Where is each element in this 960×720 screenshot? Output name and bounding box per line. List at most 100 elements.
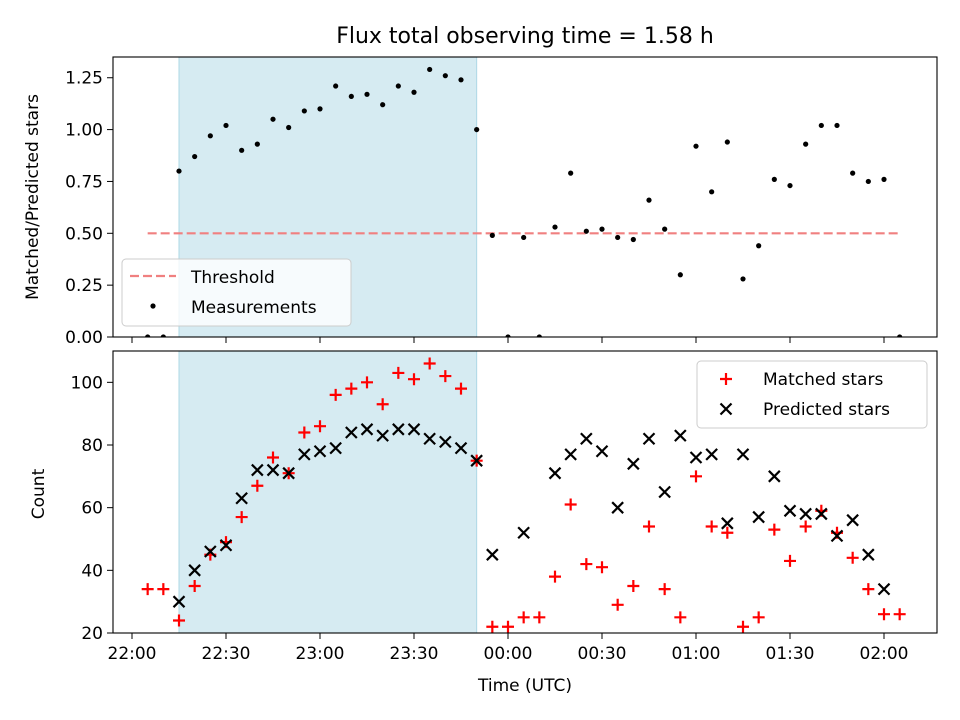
observing-window-shade [178, 350, 478, 634]
matched-stars-point [298, 426, 311, 439]
predicted-stars-point [439, 435, 452, 449]
bottom-legend: Matched stars Predicted stars [696, 360, 928, 429]
x-tick-label: 01:00 [672, 644, 721, 664]
measurement-point [630, 236, 636, 243]
top-legend: Threshold Measurements [121, 258, 352, 327]
y-tick-label: 1.00 [65, 121, 103, 141]
predicted-stars-point [736, 448, 750, 461]
predicted-stars-point [611, 501, 624, 514]
matched-stars-point [376, 398, 389, 411]
matched-stars-point [878, 608, 890, 621]
legend-box [121, 258, 352, 327]
predicted-stars-point [360, 423, 374, 436]
x-tick-label: 02:00 [860, 644, 909, 664]
measurement-point [442, 73, 448, 79]
y-tick-label: 100 [71, 373, 103, 393]
predicted-stars-point [830, 529, 844, 543]
matched-stars-point [517, 611, 530, 624]
predicted-stars-point [204, 545, 217, 558]
legend-threshold-label: Threshold [190, 268, 275, 288]
measurement-point [850, 170, 856, 176]
predicted-stars-point [392, 423, 405, 436]
matched-stars-point [188, 580, 201, 592]
x-tick-label: 22:00 [108, 644, 157, 664]
matched-stars-point [251, 479, 264, 492]
matched-stars-point [345, 382, 358, 395]
x-tick-label: 01:30 [766, 644, 815, 664]
measurement-point [427, 66, 433, 73]
matched-stars-point [846, 551, 859, 564]
measurement-point [505, 334, 511, 337]
measurement-point [348, 93, 354, 100]
x-tick-label: 23:00 [296, 644, 345, 664]
matched-stars-point [361, 376, 373, 389]
measurement-point [474, 126, 480, 133]
y-tick-label: 0.25 [65, 276, 103, 296]
matched-stars-point [643, 520, 655, 533]
x-axis-label: Time (UTC) [477, 676, 572, 696]
matched-stars-point [596, 561, 608, 574]
measurement-point [615, 234, 621, 241]
measurement-point [599, 226, 605, 232]
legend-matched-swatch [720, 373, 732, 385]
measurement-point [145, 334, 151, 337]
measurement-point [411, 89, 417, 95]
measurement-point [270, 116, 276, 122]
predicted-stars-point [486, 548, 499, 561]
predicted-stars-point [846, 513, 859, 527]
measurement-point [693, 143, 699, 149]
measurement-point [223, 122, 229, 129]
legend-predicted-swatch [719, 402, 733, 416]
matched-stars-point [486, 620, 499, 633]
legend-measurements-label: Measurements [191, 298, 317, 318]
predicted-stars-point [219, 538, 233, 552]
series-predicted-stars [172, 423, 891, 608]
series-measurements [145, 66, 903, 337]
matched-stars-point [314, 420, 326, 433]
predicted-stars-point [564, 448, 577, 461]
predicted-stars-point [172, 595, 186, 608]
measurement-point [536, 334, 542, 337]
measurement-point [176, 168, 182, 174]
matched-stars-point [141, 583, 154, 596]
predicted-stars-point [815, 507, 828, 521]
predicted-stars-point [345, 426, 358, 439]
predicted-stars-point [642, 432, 656, 446]
predicted-stars-point [752, 510, 765, 524]
matched-stars-point [799, 520, 812, 533]
measurement-point [897, 334, 903, 337]
predicted-stars-point [251, 463, 264, 477]
measurement-point [489, 232, 495, 238]
bottom-plot-area [141, 357, 906, 633]
measurement-point [865, 178, 871, 185]
measurement-point [834, 122, 840, 129]
measurement-point [207, 133, 213, 139]
measurement-point [521, 234, 527, 241]
predicted-stars-point [313, 444, 327, 458]
matched-stars-point [408, 373, 420, 386]
measurement-point [756, 243, 762, 249]
predicted-stars-point [282, 466, 295, 480]
y-tick-label: 60 [81, 499, 103, 519]
measurement-point [552, 224, 558, 230]
top-panel: 0.00 0.25 0.50 0.75 1.00 1.25 Threshold Measure… [65, 56, 938, 348]
measurement-point [160, 334, 166, 337]
y-tick-label: 1.25 [65, 69, 103, 89]
predicted-stars-point [580, 432, 593, 446]
legend-measurements-swatch [150, 303, 156, 309]
measurement-point [333, 83, 339, 89]
matched-stars-point [423, 357, 436, 370]
predicted-stars-point [674, 429, 687, 442]
matched-stars-point [784, 554, 796, 567]
measurement-point [803, 141, 809, 147]
y-tick-label: 0.75 [65, 172, 103, 192]
top-plot-area [145, 66, 903, 337]
measurement-point [239, 147, 245, 153]
measurement-point [192, 153, 198, 160]
predicted-stars-point [329, 441, 342, 455]
matched-stars-point [580, 558, 593, 571]
y-tick-label: 40 [81, 561, 103, 581]
matched-stars-point [502, 620, 514, 633]
y-tick-label: 0.50 [65, 224, 103, 244]
